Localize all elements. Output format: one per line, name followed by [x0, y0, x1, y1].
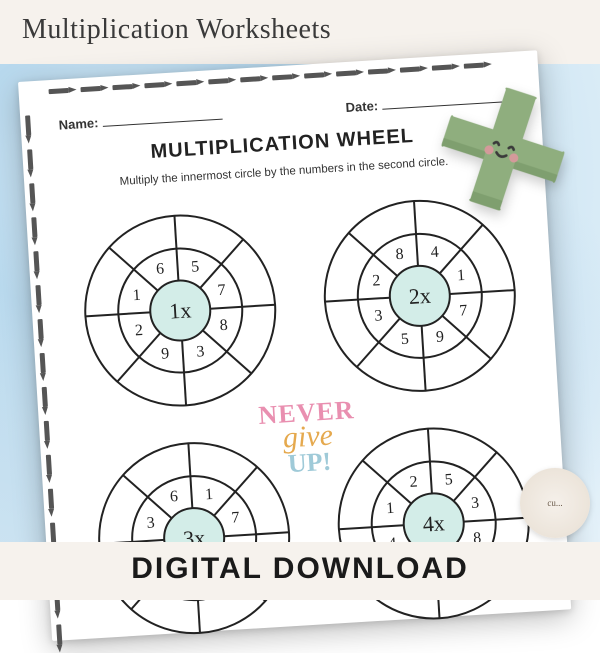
svg-text:2: 2 [409, 473, 418, 490]
svg-text:7: 7 [459, 302, 468, 319]
svg-text:6: 6 [156, 260, 165, 277]
pencil-icon [272, 73, 300, 82]
pencil-icon [144, 81, 172, 90]
pencil-icon [43, 421, 52, 449]
motivational-text: NEVER give UP! [258, 397, 358, 479]
pencil-icon [47, 489, 56, 517]
svg-text:5: 5 [444, 471, 453, 488]
pencil-icon [432, 63, 460, 72]
pencil-icon [80, 84, 108, 93]
svg-text:5: 5 [191, 258, 200, 275]
bottom-banner-text: DIGITAL DOWNLOAD [131, 552, 469, 585]
svg-text:2x: 2x [408, 283, 431, 309]
brand-text: cu... [547, 498, 562, 508]
svg-text:7: 7 [231, 509, 240, 526]
svg-text:3: 3 [471, 495, 480, 512]
pencil-icon [30, 217, 39, 245]
pencil-icon [37, 319, 46, 347]
svg-text:4x: 4x [422, 510, 445, 536]
pencil-icon [176, 79, 204, 88]
svg-text:7: 7 [217, 282, 226, 299]
svg-text:9: 9 [435, 328, 444, 345]
svg-text:1: 1 [457, 267, 466, 284]
svg-text:3: 3 [196, 343, 205, 360]
name-field: Name: [58, 106, 222, 133]
pencil-icon [24, 115, 33, 143]
pencil-icon [304, 71, 332, 80]
svg-text:1x: 1x [169, 297, 192, 323]
pencil-icon [26, 149, 35, 177]
svg-text:3: 3 [374, 307, 383, 324]
bottom-banner: DIGITAL DOWNLOAD [0, 542, 600, 600]
svg-text:1: 1 [132, 287, 141, 304]
pencil-icon [208, 77, 236, 86]
pencil-icon [400, 65, 428, 74]
svg-text:5: 5 [400, 331, 409, 348]
svg-text:2: 2 [372, 272, 381, 289]
pencil-icon [336, 69, 364, 78]
svg-text:8: 8 [395, 246, 404, 263]
svg-text:1: 1 [386, 500, 395, 517]
svg-text:9: 9 [161, 345, 170, 362]
svg-text:2: 2 [134, 322, 143, 339]
pencil-icon [368, 67, 396, 76]
svg-text:1: 1 [205, 486, 214, 503]
multiplication-wheel: 57 83 9 2 16 1x [74, 205, 286, 417]
pencil-icon [28, 183, 37, 211]
pencil-icon [45, 455, 54, 483]
top-banner-text: Multiplication Worksheets [22, 14, 331, 45]
svg-text:6: 6 [169, 488, 178, 505]
pencil-icon [112, 83, 140, 92]
pencil-icon [48, 86, 76, 95]
pencil-icon [240, 75, 268, 84]
pencil-icon [41, 387, 50, 415]
pencil-icon [39, 353, 48, 381]
svg-text:8: 8 [219, 317, 228, 334]
pencil-icon [34, 285, 43, 313]
pencil-icon [55, 624, 64, 652]
brand-badge: cu... [520, 468, 590, 538]
svg-text:3: 3 [146, 514, 155, 531]
pencil-icon [32, 251, 41, 279]
multiplication-wheel: 4 1 79 53 28 2x [314, 190, 526, 402]
svg-text:4: 4 [430, 244, 439, 261]
